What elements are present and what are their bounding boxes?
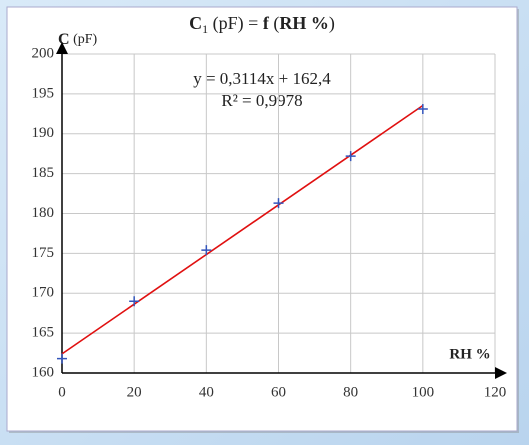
x-tick-label: 0 xyxy=(58,384,66,400)
chart-title: C1 (pF) = f (RH %) xyxy=(189,13,335,36)
title-part: ( xyxy=(269,13,280,34)
point xyxy=(345,151,356,162)
title-part: C xyxy=(189,13,202,33)
y-label-part: C xyxy=(58,31,70,48)
y-tick-label: 185 xyxy=(32,165,55,181)
title-part: f xyxy=(263,13,270,33)
x-tick-label: 120 xyxy=(484,384,507,400)
r-squared: R² = 0,9978 xyxy=(221,91,302,110)
title-part: RH % xyxy=(279,13,329,33)
y-tick-label: 175 xyxy=(32,245,55,261)
point xyxy=(57,353,67,364)
point xyxy=(273,198,284,209)
title-part: (pF) = xyxy=(208,13,263,34)
x-axis-label: RH % xyxy=(449,346,490,362)
y-tick-label: 180 xyxy=(32,205,55,221)
y-tick-label: 160 xyxy=(32,364,55,380)
y-tick-label: 190 xyxy=(32,125,55,141)
y-tick-label: 200 xyxy=(32,45,55,61)
y-label-part: (pF) xyxy=(70,32,98,47)
point xyxy=(129,296,140,307)
x-tick-label: 80 xyxy=(343,384,358,400)
point xyxy=(201,245,212,256)
trendline xyxy=(61,104,424,355)
title-part: 1 xyxy=(202,22,208,36)
y-axis-label: C (pF) xyxy=(58,31,98,48)
x-tick-label: 100 xyxy=(412,384,435,400)
y-tick-label: 165 xyxy=(32,325,55,341)
x-tick-label: 60 xyxy=(271,384,286,400)
equation: y = 0,3114x + 162,4 xyxy=(193,69,331,88)
y-tick-label: 195 xyxy=(32,85,55,101)
chart-area xyxy=(6,6,518,432)
point xyxy=(417,104,428,115)
x-tick-label: 40 xyxy=(199,384,214,400)
plot: 160 165 170 175 180 185 190 195 200 0 20 40 60 80 100 1… xyxy=(32,42,507,400)
x-tick-label: 20 xyxy=(127,384,142,400)
y-tick-label: 170 xyxy=(32,285,55,301)
title-part: ) xyxy=(329,13,335,34)
